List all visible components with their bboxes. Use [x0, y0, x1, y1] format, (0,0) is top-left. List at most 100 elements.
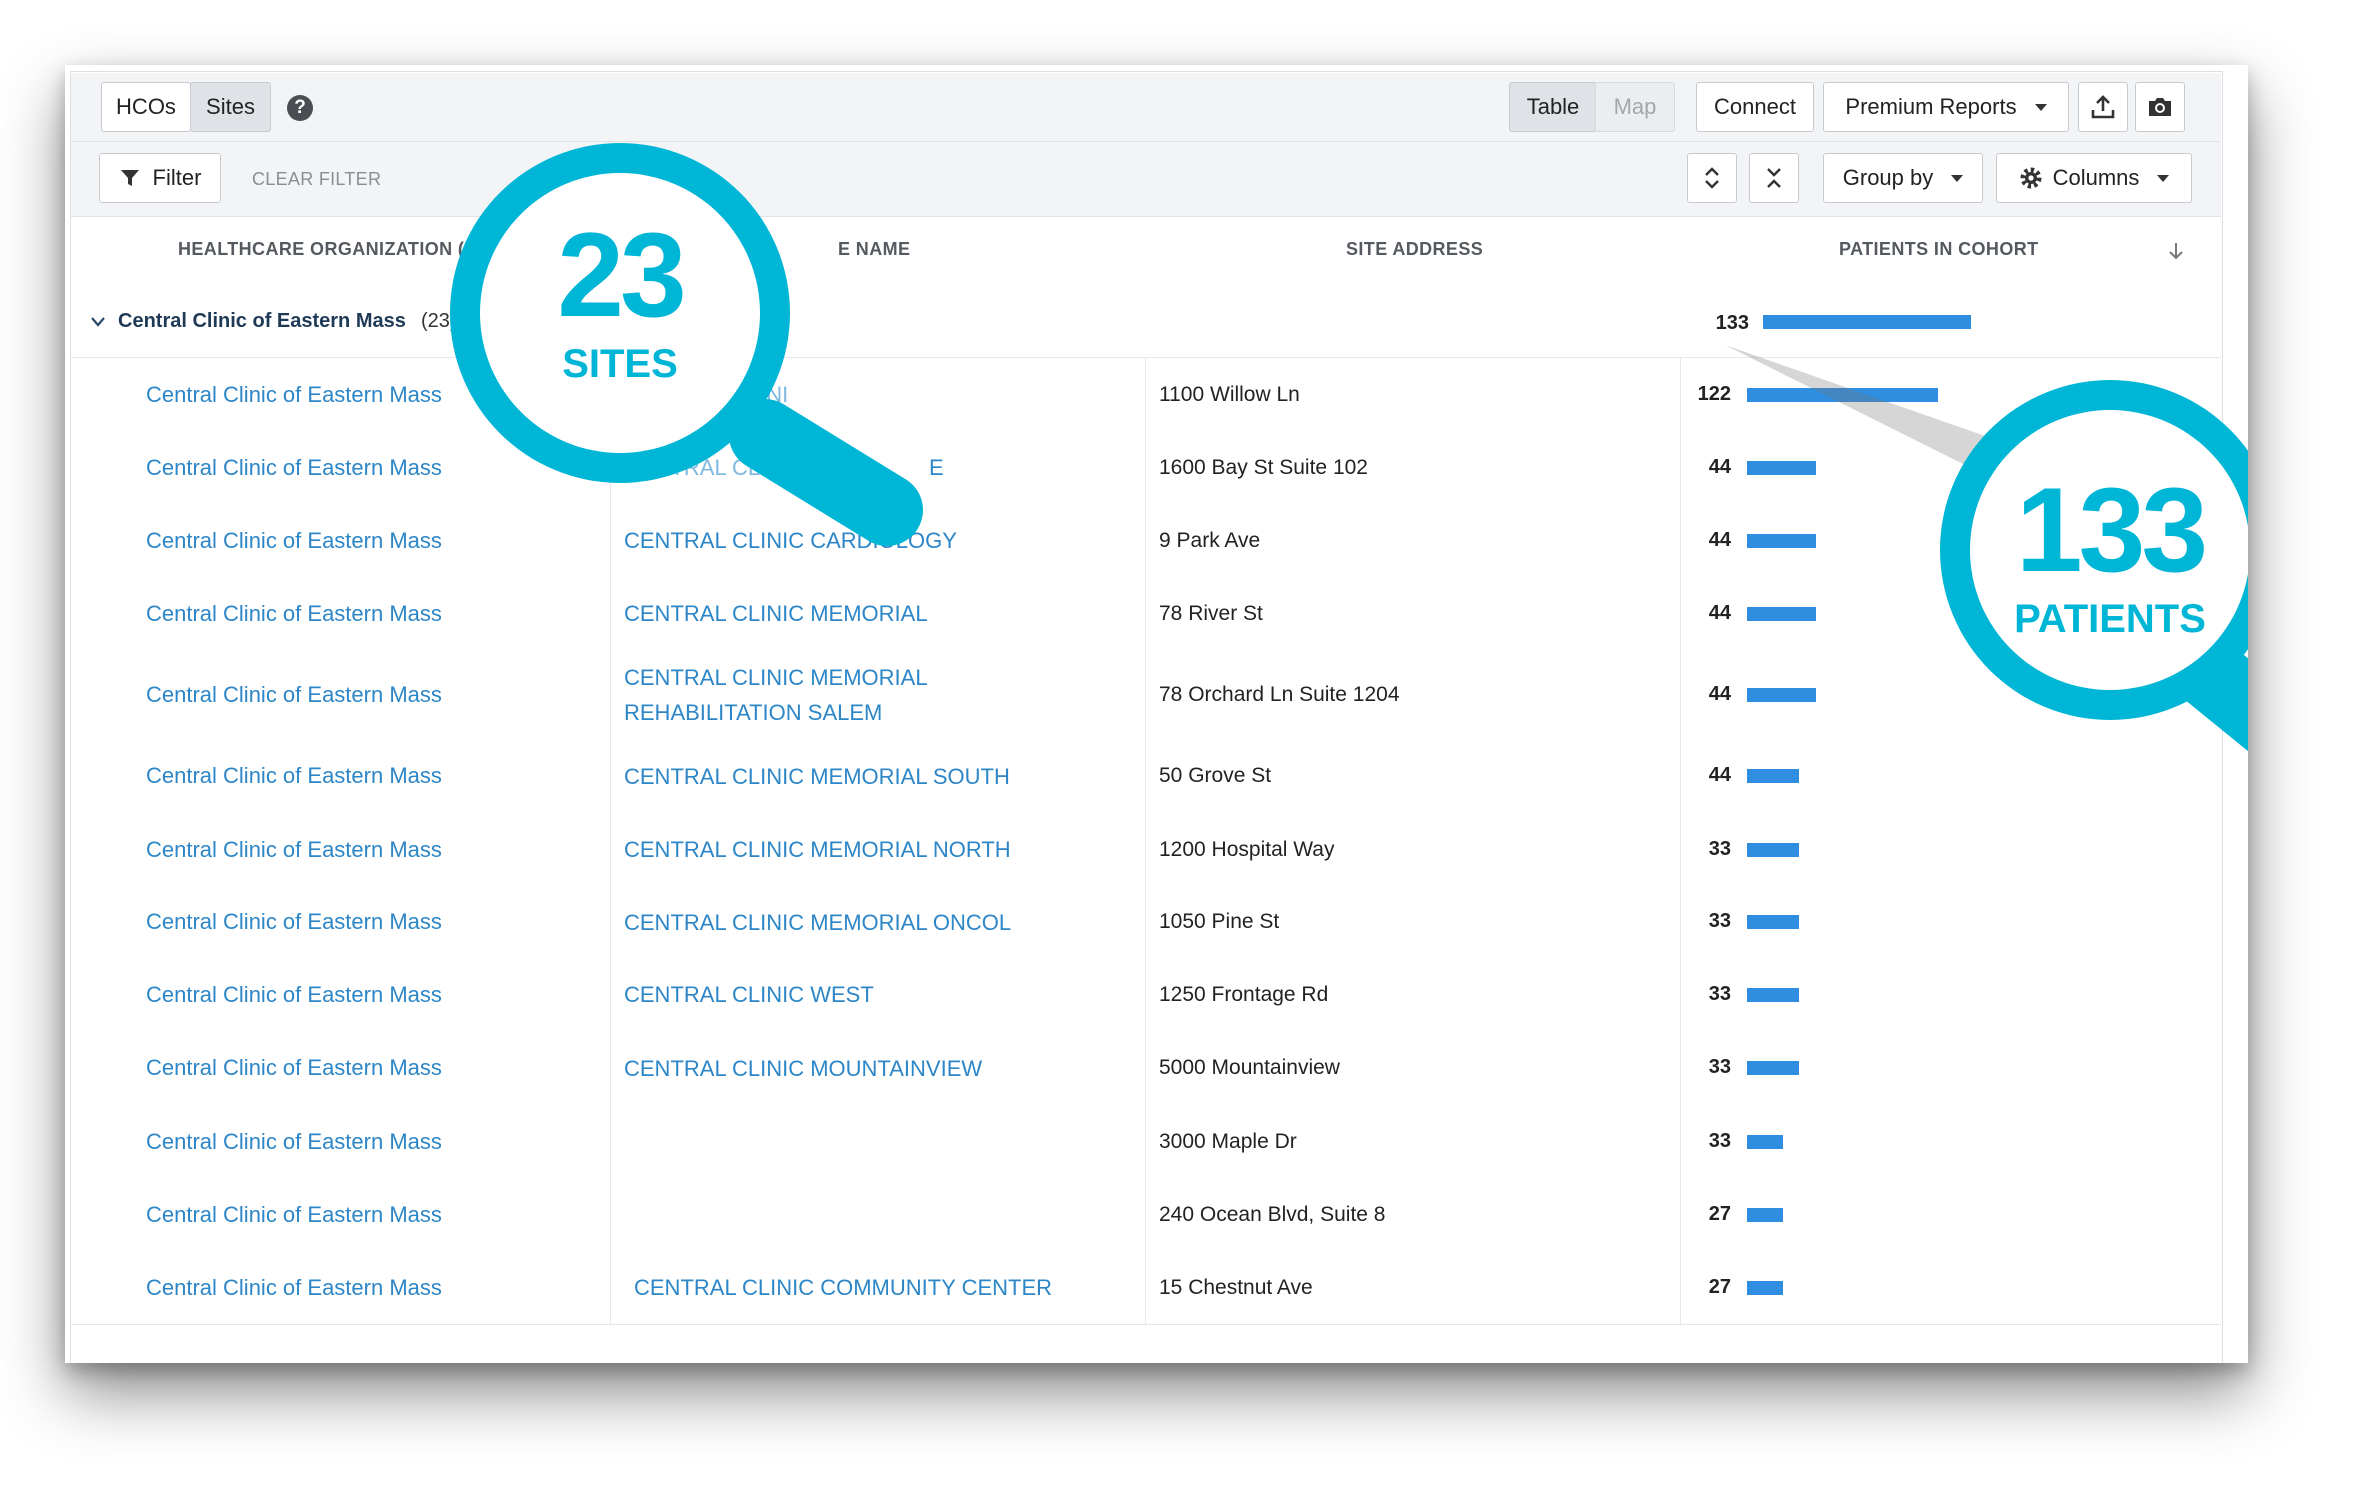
- callout-overlay: [450, 143, 2248, 752]
- hco-link[interactable]: Central Clinic of Eastern Mass: [146, 381, 442, 407]
- patients-count: 44: [1708, 682, 1731, 705]
- tab-table[interactable]: Table: [1509, 82, 1597, 132]
- hco-link[interactable]: Central Clinic of Eastern Mass: [146, 836, 442, 862]
- patients-count: 33: [1708, 910, 1731, 932]
- help-icon[interactable]: ?: [287, 95, 313, 121]
- site-address-cell: 1100 Willow Ln: [1146, 358, 1681, 431]
- patients-count: 27: [1708, 1202, 1731, 1225]
- patients-bar: [1747, 915, 1799, 929]
- site-name-link[interactable]: CENTRAL CLINIC MEMORIAL ONCOL: [624, 909, 1012, 935]
- site-name-link[interactable]: CENTRAL CLINIC MEMORIAL: [624, 601, 928, 626]
- sites-callout-label: SITES: [562, 342, 678, 386]
- tab-hcos[interactable]: HCOs: [101, 82, 191, 132]
- patients-bar: [1747, 687, 1816, 702]
- site-address-cell: 1200 Hospital Way: [1146, 813, 1681, 886]
- header-site-name[interactable]: E NAME: [838, 239, 911, 259]
- patients-bar: [1747, 387, 1938, 402]
- site-address-cell: 78 River St: [1146, 577, 1681, 650]
- tab-map[interactable]: Map: [1595, 82, 1675, 132]
- patients-bar: [1747, 533, 1816, 548]
- site-address-cell: 240 Ocean Blvd, Suite 8: [1146, 1178, 1681, 1251]
- site-name-link[interactable]: CENTRAL CLINIC WEST: [624, 982, 874, 1007]
- header-site-address[interactable]: SITE ADDRESS: [1346, 239, 1484, 259]
- camera-icon: [2149, 98, 2171, 116]
- patients-cell: 33: [1681, 1031, 2221, 1105]
- hco-link[interactable]: Central Clinic of Eastern Mass: [146, 527, 442, 553]
- chevron-down-icon[interactable]: [90, 315, 106, 329]
- patients-bar: [1747, 1207, 1783, 1222]
- hco-link[interactable]: Central Clinic of Eastern Mass: [146, 1201, 442, 1227]
- patients-cell: 44: [1681, 577, 2221, 650]
- site-name-cell: CENTRAL CLINIC MEMORIAL ONCOL: [611, 886, 1146, 958]
- collapse-icon: [1767, 168, 1781, 188]
- expand-collapse-button[interactable]: [1687, 153, 1737, 203]
- site-address-cell: 15 Chestnut Ave: [1146, 1251, 1681, 1324]
- site-name-link[interactable]: CENTRAL CLINIC MEMORIAL SOUTH: [624, 763, 1010, 789]
- table-row[interactable]: Central Clinic of Eastern Mass CENTRAL CL…: [71, 1031, 2221, 1106]
- hco-link[interactable]: Central Clinic of Eastern Mass: [146, 981, 442, 1007]
- site-name-link[interactable]: CENTRAL CLINIC MEMORIAL NORTH: [624, 837, 1011, 862]
- group-name: Central Clinic of Eastern Mass: [118, 310, 406, 332]
- hco-link[interactable]: Central Clinic of Eastern Mass: [146, 1055, 442, 1080]
- patients-cell: 44: [1681, 504, 2221, 577]
- premium-reports-dropdown[interactable]: Premium Reports: [1823, 82, 2069, 132]
- site-address-cell: 3000 Maple Dr: [1146, 1105, 1681, 1178]
- table-row[interactable]: Central Clinic of Eastern Mass CENTRAL CL…: [71, 739, 2221, 814]
- hco-cell: Central Clinic of Eastern Mass: [71, 504, 611, 577]
- site-address-cell: 78 Orchard Ln Suite 1204: [1146, 650, 1681, 739]
- table-row[interactable]: Central Clinic of Eastern Mass CENTRAL CL…: [71, 577, 2221, 651]
- patients-cell: 44: [1681, 650, 2221, 739]
- chevron-down-icon: [2157, 174, 2170, 182]
- export-button[interactable]: [2078, 82, 2128, 132]
- hco-link[interactable]: Central Clinic of Eastern Mass: [146, 600, 442, 626]
- hco-cell: Central Clinic of Eastern Mass: [71, 1105, 611, 1178]
- group-row[interactable]: Central Clinic of Eastern Mass (23) 133: [71, 290, 2221, 358]
- hco-cell: Central Clinic of Eastern Mass: [71, 1251, 611, 1324]
- columns-label: Columns: [2052, 165, 2140, 190]
- table-row[interactable]: Central Clinic of Eastern Mass 240 Ocean …: [71, 1178, 2221, 1252]
- filter-button[interactable]: Filter: [99, 153, 221, 203]
- site-address: 15 Chestnut Ave: [1159, 1275, 1313, 1299]
- site-address: 1250 Frontage Rd: [1159, 982, 1329, 1006]
- site-name-fragment: E: [929, 455, 944, 480]
- patients-bar: [1747, 842, 1799, 857]
- patients-count: 44: [1708, 601, 1731, 624]
- patients-callout-number: 133: [2015, 463, 2208, 597]
- table-row[interactable]: Central Clinic of Eastern Mass CENTRAL CL…: [71, 886, 2221, 959]
- site-name-link[interactable]: CENTRAL CLINIC MOUNTAINVIEW: [624, 1055, 983, 1081]
- hco-link[interactable]: Central Clinic of Eastern Mass: [146, 681, 442, 707]
- table-row[interactable]: Central Clinic of Eastern Mass 3000 Maple…: [71, 1105, 2221, 1179]
- header-patients[interactable]: PATIENTS IN COHORT: [1839, 239, 2039, 259]
- group-by-dropdown[interactable]: Group by: [1823, 153, 1983, 203]
- table-row[interactable]: Central Clinic of Eastern Mass CENTRAL CL…: [71, 650, 2221, 740]
- hco-link[interactable]: Central Clinic of Eastern Mass: [146, 1274, 442, 1300]
- tab-sites[interactable]: Sites: [190, 82, 271, 132]
- hco-link[interactable]: Central Clinic of Eastern Mass: [146, 909, 442, 934]
- patients-cell: 33: [1681, 1105, 2221, 1178]
- site-name-link[interactable]: CENTRAL CLINIC COMMUNITY CENTER: [634, 1275, 1053, 1300]
- site-address-cell: 1600 Bay St Suite 102: [1146, 431, 1681, 504]
- connect-button[interactable]: Connect: [1696, 82, 1814, 132]
- site-address-cell: 1250 Frontage Rd: [1146, 958, 1681, 1031]
- hco-link[interactable]: Central Clinic of Eastern Mass: [146, 1128, 442, 1154]
- collapse-all-button[interactable]: [1749, 153, 1799, 203]
- hco-cell: Central Clinic of Eastern Mass: [71, 650, 611, 739]
- table-row[interactable]: Central Clinic of Eastern Mass CENTRAL CL…: [71, 958, 2221, 1032]
- site-address: 3000 Maple Dr: [1159, 1129, 1297, 1153]
- hco-link[interactable]: Central Clinic of Eastern Mass: [146, 763, 442, 788]
- clear-filter-link[interactable]: CLEAR FILTER: [252, 169, 382, 189]
- hco-cell: Central Clinic of Eastern Mass: [71, 886, 611, 958]
- hco-link[interactable]: Central Clinic of Eastern Mass: [146, 454, 442, 480]
- columns-dropdown[interactable]: Columns: [1996, 153, 2192, 203]
- site-name-link[interactable]: CENTRAL CLINIC MEMORIAL REHABILITATION S…: [624, 664, 927, 725]
- sort-desc-icon[interactable]: [2166, 241, 2186, 261]
- patients-bar: [1747, 460, 1816, 475]
- app-window: HCOs Sites ? Table Map Connect Premium R…: [65, 65, 2248, 1363]
- site-address: 1200 Hospital Way: [1159, 837, 1335, 861]
- screenshot-button[interactable]: [2135, 82, 2185, 132]
- header-hco[interactable]: HEALTHCARE ORGANIZATION (HCO): [178, 239, 512, 259]
- table-row[interactable]: Central Clinic of Eastern Mass CENTRAL CL…: [71, 1251, 2221, 1325]
- patients-count: 44: [1708, 764, 1731, 786]
